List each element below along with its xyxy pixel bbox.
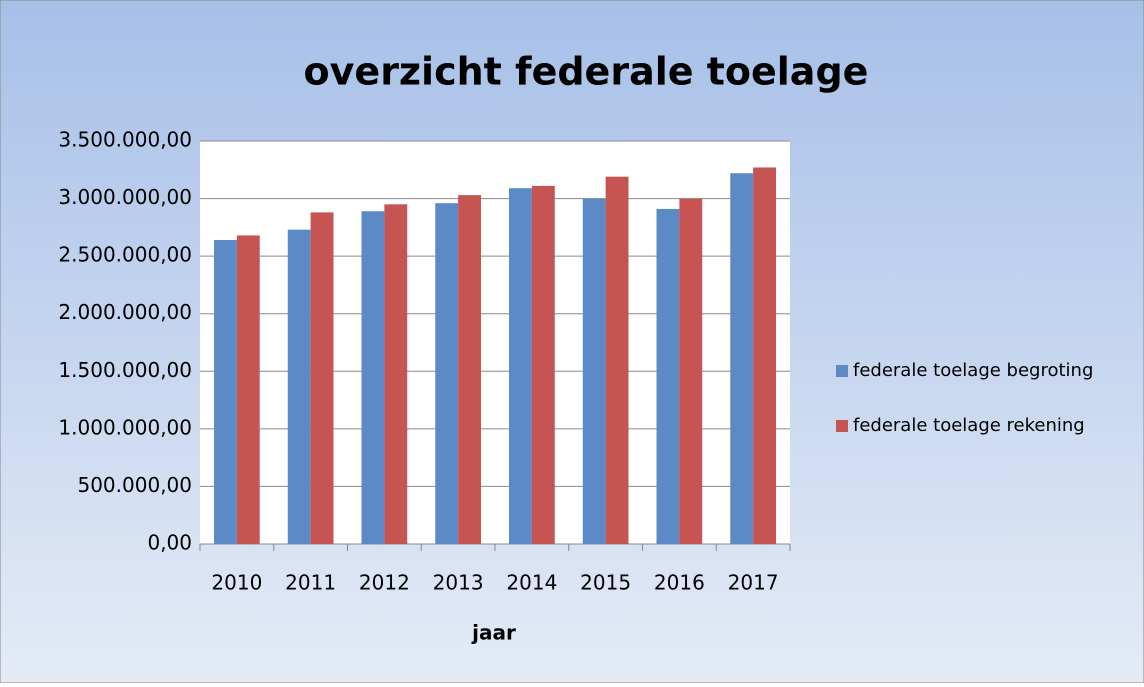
- x-tick-label: 2010: [211, 571, 262, 595]
- y-tick-label: 3.000.000,00: [58, 185, 192, 209]
- x-tick-label: 2015: [580, 571, 631, 595]
- x-tick-label: 2011: [285, 571, 336, 595]
- bar: [384, 204, 408, 545]
- bar: [214, 240, 237, 544]
- legend-label: federale toelage begroting: [853, 360, 1093, 381]
- bar: [310, 212, 334, 545]
- x-tick-label: 2013: [433, 571, 484, 595]
- bar: [435, 203, 459, 545]
- y-tick-label: 1.500.000,00: [58, 358, 192, 382]
- y-tick-label: 2.500.000,00: [58, 243, 192, 267]
- bar: [582, 198, 606, 545]
- x-axis-label: jaar: [471, 621, 516, 645]
- bar: [458, 195, 481, 545]
- bar: [730, 173, 754, 545]
- bar: [656, 208, 680, 545]
- bar: [509, 188, 532, 545]
- chart-title: overzicht federale toelage: [304, 50, 869, 94]
- legend-label: federale toelage rekening: [853, 415, 1085, 436]
- x-tick-label: 2017: [728, 571, 779, 595]
- y-tick-label: 500.000,00: [77, 473, 192, 497]
- bar: [679, 198, 703, 545]
- x-tick-label: 2014: [506, 571, 557, 595]
- x-tick-label: 2016: [654, 571, 705, 595]
- legend-swatch: [836, 365, 848, 377]
- bar: [287, 229, 311, 544]
- y-tick-label: 1.000.000,00: [58, 415, 192, 439]
- y-tick-label: 3.500.000,00: [58, 128, 192, 152]
- bar: [236, 235, 260, 544]
- x-tick-label: 2012: [359, 571, 410, 595]
- legend-swatch: [836, 420, 848, 432]
- y-tick-label: 0,00: [147, 531, 192, 555]
- bar: [361, 211, 385, 545]
- bar: [605, 176, 629, 545]
- y-tick-label: 2.000.000,00: [58, 300, 192, 324]
- bar: [753, 167, 776, 545]
- bar: [531, 185, 555, 545]
